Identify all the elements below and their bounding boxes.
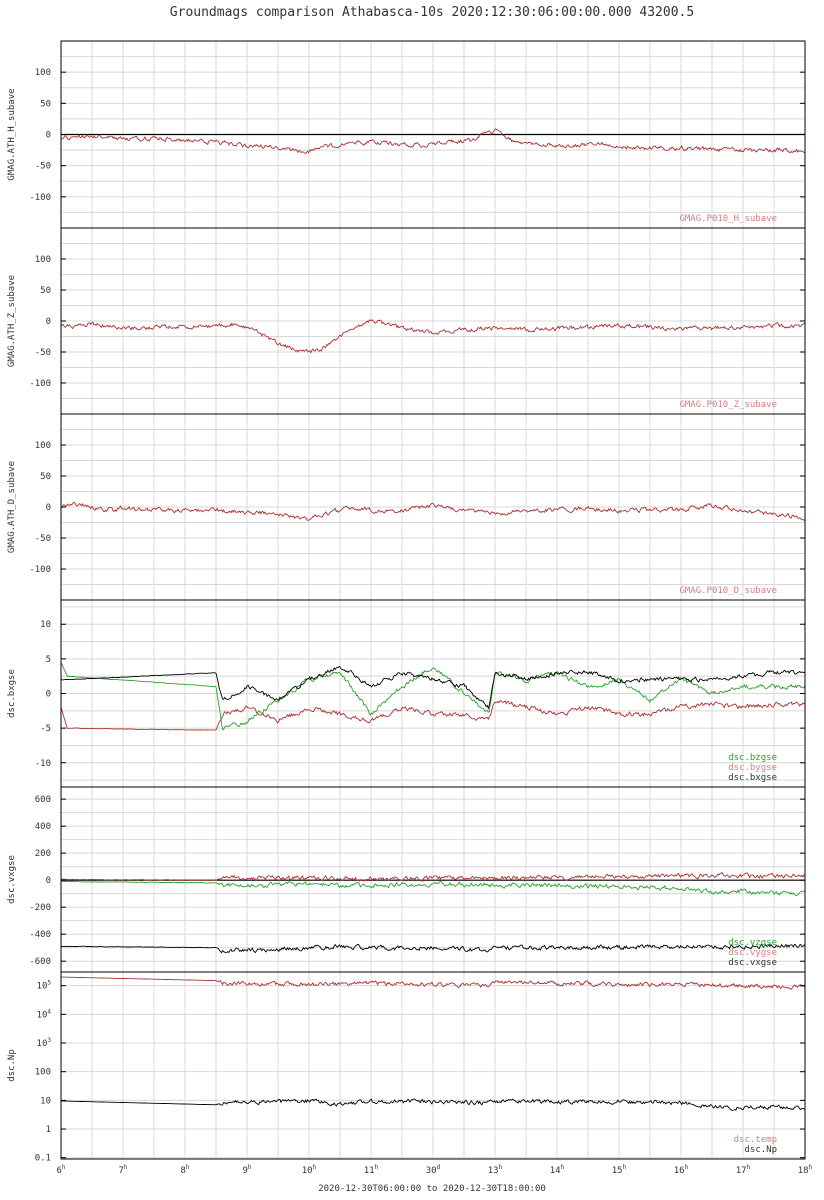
series-line-1 — [61, 1098, 805, 1111]
y-tick-label: 0 — [46, 131, 51, 141]
panel-grid — [60, 972, 806, 1159]
y-tick-label: 0 — [46, 317, 51, 327]
y-tick-label: 400 — [35, 822, 51, 832]
y-axis-label: GMAG.ATH_Z_subave — [7, 275, 17, 367]
legend-entry: GMAG.P010_Z_subave — [679, 400, 777, 410]
y-axis-label: dsc.Np — [7, 1049, 17, 1082]
x-axis: 6h 7h 8h 9h 10h 11h 30d 13h 14h 15h 16h 17h 18h — [56, 1164, 812, 1176]
legend-entry: dsc.bzgse — [728, 753, 777, 763]
y-tick-label: 0.1 — [35, 1154, 51, 1164]
series-line-2 — [61, 880, 805, 897]
series-line-0 — [61, 128, 805, 154]
series-line-0 — [61, 662, 805, 731]
y-tick-label: 105 — [37, 980, 52, 992]
series-line-0 — [61, 976, 805, 990]
time-range-footer: 2020-12-30T06:00:00 to 2020-12-30T18:00:… — [318, 1184, 546, 1194]
x-tick-label: 10h — [302, 1164, 317, 1176]
x-tick-label: 6h — [56, 1164, 65, 1176]
y-tick-label: 50 — [40, 99, 51, 109]
chart-title: Groundmags comparison Athabasca-10s 2020… — [170, 5, 694, 20]
y-tick-label: 10 — [40, 1096, 51, 1106]
panel-3: 1050-5-10dsc.bxgsedsc.bzgsedsc.bygsedsc.… — [7, 599, 806, 788]
y-tick-label: -10 — [35, 759, 51, 769]
y-tick-label: 100 — [35, 1068, 51, 1078]
legend-entry: dsc.vxgse — [728, 958, 777, 968]
y-tick-label: -600 — [29, 957, 51, 967]
x-tick-label: 16h — [674, 1164, 689, 1176]
x-tick-label: 13h — [488, 1164, 503, 1176]
x-tick-label: 14h — [550, 1164, 565, 1176]
y-tick-label: -400 — [29, 930, 51, 940]
x-tick-label: 18h — [798, 1164, 813, 1176]
x-tick-label: 11h — [364, 1164, 379, 1176]
y-tick-label: 100 — [35, 441, 51, 451]
x-tick-label: 7h — [118, 1164, 127, 1176]
y-tick-label: -5 — [40, 724, 51, 734]
legend-entry: dsc.Np — [744, 1145, 777, 1155]
y-tick-label: -200 — [29, 903, 51, 913]
y-tick-label: 0 — [46, 876, 51, 886]
series-line-2 — [61, 700, 805, 731]
y-tick-label: 10 — [40, 620, 51, 630]
panel-frame — [60, 971, 806, 1160]
y-axis-label: GMAG.ATH_D_subave — [7, 461, 17, 553]
y-axis-label: dsc.bxgse — [7, 669, 17, 718]
x-tick-label: 8h — [180, 1164, 189, 1176]
y-axis-label: dsc.vxgse — [7, 855, 17, 904]
y-tick-label: -50 — [35, 534, 51, 544]
series-line-0 — [61, 501, 805, 521]
panel-grid — [60, 227, 806, 415]
y-tick-label: 0 — [46, 503, 51, 513]
x-tick-label: 15h — [612, 1164, 627, 1176]
y-tick-label: 0 — [46, 690, 51, 700]
y-tick-label: -100 — [29, 379, 51, 389]
series-line-1 — [61, 871, 805, 882]
x-tick-label: 30d — [426, 1164, 441, 1176]
y-tick-label: 103 — [37, 1037, 52, 1049]
y-tick-label: 50 — [40, 472, 51, 482]
y-tick-label: -100 — [29, 565, 51, 575]
series-line-0 — [61, 319, 805, 354]
y-axis-label: GMAG.ATH_H_subave — [7, 88, 17, 180]
y-tick-label: 100 — [35, 255, 51, 265]
legend-entry: GMAG.P010_D_subave — [679, 586, 777, 596]
legend-entry: dsc.bxgse — [728, 773, 777, 783]
legend-entry: dsc.bygse — [728, 763, 777, 773]
y-tick-label: 100 — [35, 68, 51, 78]
legend-entry: GMAG.P010_H_subave — [679, 214, 777, 224]
panel-4: 600 400 200 0 -200 -400 -600 dsc.vxgse dsc.vzgse… — [7, 786, 806, 973]
y-tick-label: 5 — [46, 655, 51, 665]
y-tick-label: 200 — [35, 849, 51, 859]
y-tick-label: -50 — [35, 162, 51, 172]
panel-2: 100 50 0 -50 -100 GMAG.ATH_D_subave GMAG.P010_… — [7, 413, 806, 601]
series-line-0 — [61, 943, 805, 954]
y-tick-label: 600 — [35, 795, 51, 805]
legend-entry: dsc.vzgse — [728, 938, 777, 948]
x-tick-label: 9h — [242, 1164, 251, 1176]
panel-0: 100 50 0 -50 -100 GMAG.ATH_H_subave GMAG.P010_… — [7, 40, 806, 229]
y-tick-label: 104 — [37, 1008, 52, 1020]
plot-panels: 100500-50-100GMAG.ATH_H_subaveGMAG.P010_… — [7, 40, 806, 1164]
panel-grid — [60, 413, 806, 601]
panel-grid — [60, 600, 806, 787]
y-tick-label: -100 — [29, 193, 51, 203]
legend-entry: dsc.vygse — [728, 948, 777, 958]
x-tick-label: 17h — [736, 1164, 751, 1176]
panel-1: 100 50 0 -50 -100 GMAG.ATH_Z_subave GMAG.P010_… — [7, 227, 806, 415]
y-tick-label: 1 — [46, 1125, 51, 1135]
y-tick-label: 50 — [40, 286, 51, 296]
legend-entry: dsc.temp — [734, 1135, 777, 1145]
y-tick-label: -50 — [35, 348, 51, 358]
series-line-1 — [61, 665, 805, 710]
